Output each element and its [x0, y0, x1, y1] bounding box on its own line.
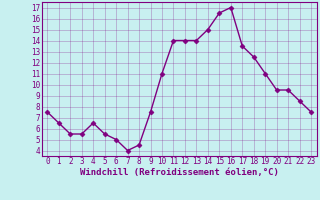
X-axis label: Windchill (Refroidissement éolien,°C): Windchill (Refroidissement éolien,°C) [80, 168, 279, 177]
